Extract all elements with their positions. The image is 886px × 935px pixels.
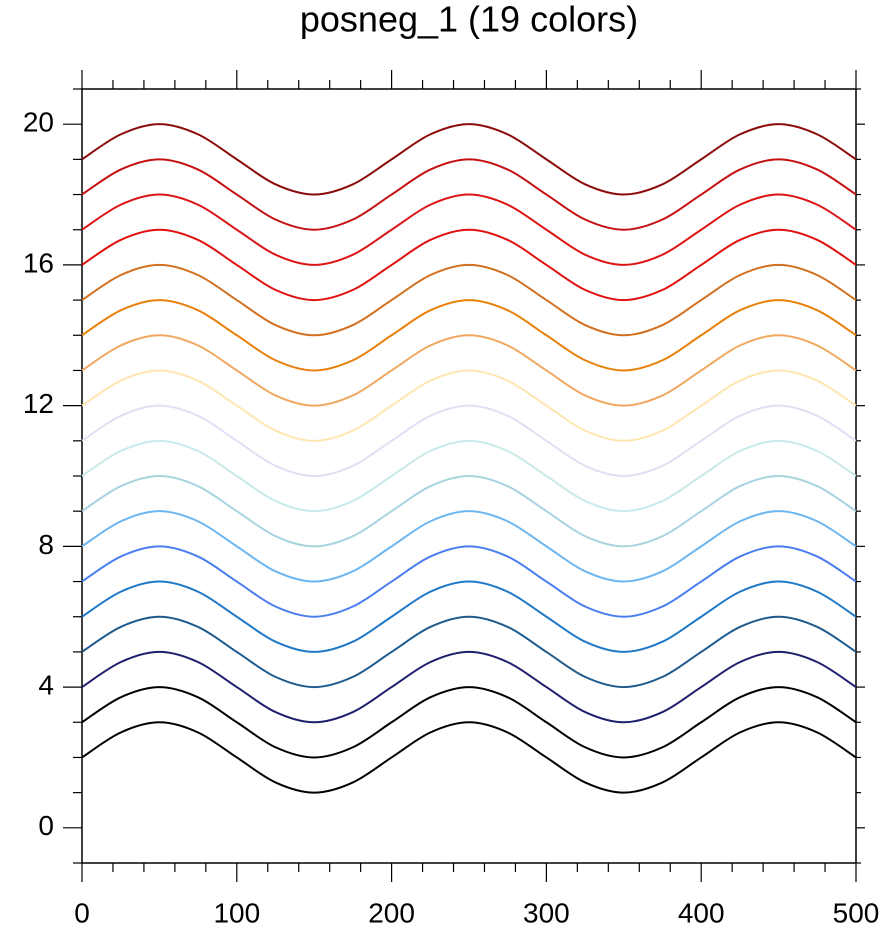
series-line xyxy=(81,334,857,407)
y-tick-label: 20 xyxy=(23,107,54,138)
y-tick-label: 0 xyxy=(38,810,54,841)
series-line xyxy=(81,686,857,759)
y-tick-label: 12 xyxy=(23,388,54,419)
series-line xyxy=(81,510,857,583)
x-tick-label: 200 xyxy=(368,897,415,928)
y-tick-label: 4 xyxy=(38,669,54,700)
series-line xyxy=(81,545,857,618)
x-tick-label: 100 xyxy=(213,897,260,928)
x-tick-label: 500 xyxy=(833,897,880,928)
chart-title: posneg_1 (19 colors) xyxy=(300,0,638,40)
series-line xyxy=(81,369,857,442)
y-tick-label: 8 xyxy=(38,529,54,560)
series-line xyxy=(81,580,857,653)
series-line xyxy=(81,650,857,724)
series-line xyxy=(81,474,857,548)
series-line xyxy=(81,228,857,302)
series-line xyxy=(81,263,857,337)
x-tick-label: 300 xyxy=(523,897,570,928)
series-line xyxy=(81,123,857,196)
y-tick-label: 16 xyxy=(23,247,54,278)
series-line xyxy=(81,404,857,478)
x-tick-label: 0 xyxy=(74,897,90,928)
series-line xyxy=(81,439,857,513)
series-line xyxy=(81,158,857,231)
series-line xyxy=(81,615,857,689)
series-line xyxy=(81,721,857,794)
series-line xyxy=(81,193,857,266)
series-line xyxy=(81,299,857,372)
x-tick-label: 400 xyxy=(678,897,725,928)
